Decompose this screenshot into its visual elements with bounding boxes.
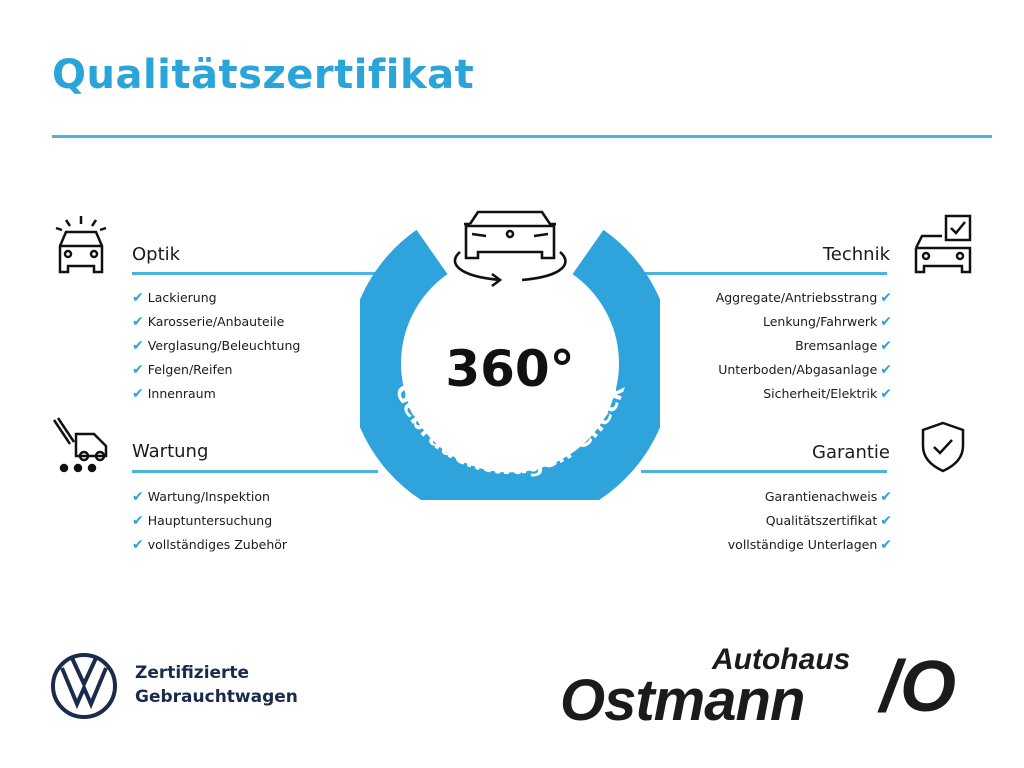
vw-logo (51, 653, 117, 719)
item-label: Bremsanlage (795, 338, 878, 353)
list-item: Garantienachweis ✔ (728, 485, 892, 509)
check-icon: ✔ (132, 489, 144, 505)
check-icon: ✔ (880, 513, 892, 529)
garantie-list: Garantienachweis ✔ Qualitätszertifikat ✔ v… (728, 485, 892, 557)
garantie-heading: Garantie (812, 442, 890, 463)
vw-line1: Zertifizierte (135, 663, 250, 683)
service-tools-icon (52, 417, 108, 473)
list-item: Unterboden/Abgasanlage ✔ (716, 358, 892, 382)
list-item: ✔ Wartung/Inspektion (132, 485, 287, 509)
item-label: Felgen/Reifen (147, 362, 233, 377)
check-icon: ✔ (880, 290, 892, 306)
list-item: ✔ Lackierung (132, 286, 300, 310)
check-icon: ✔ (132, 338, 144, 354)
list-item: Lenkung/Fahrwerk ✔ (716, 310, 892, 334)
badge-ring (360, 229, 660, 500)
technik-divider (641, 272, 887, 275)
item-label: Aggregate/Antriebsstrang (715, 290, 878, 305)
item-label: Karosserie/Anbauteile (147, 314, 285, 329)
check-icon: ✔ (880, 537, 892, 553)
item-label: vollständiges Zubehör (147, 537, 288, 552)
item-label: Innenraum (147, 386, 216, 401)
wartung-heading: Wartung (132, 441, 209, 462)
list-item: ✔ Hauptuntersuchung (132, 509, 287, 533)
list-item: ✔ vollständiges Zubehör (132, 533, 287, 557)
technik-list: Aggregate/Antriebsstrang ✔ Lenkung/Fahrwe… (716, 286, 892, 406)
check-icon: ✔ (132, 362, 144, 378)
page-title: Qualitätszertifikat (52, 52, 475, 98)
item-label: Verglasung/Beleuchtung (147, 338, 301, 353)
list-item: ✔ Verglasung/Beleuchtung (132, 334, 300, 358)
check-icon: ✔ (880, 362, 892, 378)
list-item: Aggregate/Antriebsstrang ✔ (716, 286, 892, 310)
check-icon: ✔ (880, 489, 892, 505)
vw-certified-label: Zertifizierte Gebrauchtwagen (135, 661, 298, 709)
badge-number: 360° (445, 340, 574, 398)
check-icon: ✔ (132, 537, 144, 553)
wartung-list: ✔ Wartung/Inspektion ✔ Hauptuntersuchung ✔… (132, 485, 287, 557)
optik-divider (132, 272, 378, 275)
list-item: vollständige Unterlagen ✔ (728, 533, 892, 557)
check-icon: ✔ (132, 314, 144, 330)
item-label: Wartung/Inspektion (147, 489, 270, 504)
list-item: ✔ Felgen/Reifen (132, 358, 300, 382)
item-label: Qualitätszertifikat (765, 513, 878, 528)
car-rotate-icon (453, 210, 567, 288)
dealer-logo-small: Autohaus (712, 643, 851, 676)
car-checklist-icon (914, 214, 972, 274)
item-label: Unterboden/Abgasanlage (718, 362, 878, 377)
technik-heading: Technik (822, 244, 890, 265)
dealer-logo-name: Ostmann (560, 668, 805, 733)
vw-line2: Gebrauchtwagen (135, 687, 298, 707)
check-icon: ✔ (880, 314, 892, 330)
item-label: Sicherheit/Elektrik (763, 386, 878, 401)
list-item: ✔ Innenraum (132, 382, 300, 406)
title-divider (52, 135, 992, 138)
optik-heading: Optik (132, 244, 181, 265)
check-icon: ✔ (132, 290, 144, 306)
check-icon: ✔ (132, 386, 144, 402)
shield-check-icon (921, 421, 965, 473)
check-icon: ✔ (880, 386, 892, 402)
list-item: Sicherheit/Elektrik ✔ (716, 382, 892, 406)
list-item: Bremsanlage ✔ (716, 334, 892, 358)
list-item: ✔ Karosserie/Anbauteile (132, 310, 300, 334)
car-lights-icon (55, 216, 107, 274)
item-label: Lenkung/Fahrwerk (763, 314, 878, 329)
item-label: Garantienachweis (764, 489, 878, 504)
360-check-badge: 360° Gebrauchtwagen-Check (360, 210, 660, 500)
list-item: Qualitätszertifikat ✔ (728, 509, 892, 533)
wartung-divider (132, 470, 378, 473)
item-label: Lackierung (147, 290, 217, 305)
optik-list: ✔ Lackierung ✔ Karosserie/Anbauteile ✔ Verg… (132, 286, 300, 406)
garantie-divider (641, 470, 887, 473)
dealer-logo-mark: /O (880, 647, 957, 727)
check-icon: ✔ (132, 513, 144, 529)
item-label: Hauptuntersuchung (147, 513, 273, 528)
item-label: vollständige Unterlagen (727, 537, 878, 552)
check-icon: ✔ (880, 338, 892, 354)
